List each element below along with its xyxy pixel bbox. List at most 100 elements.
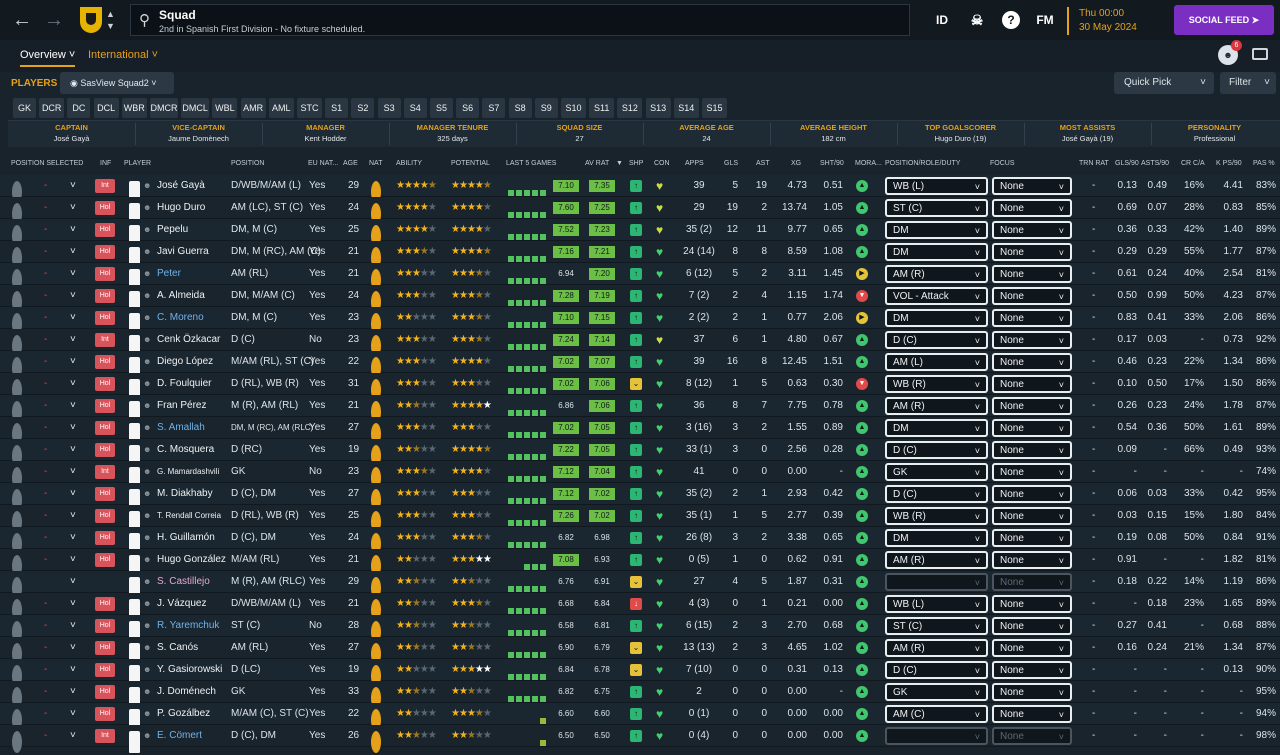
- club-switch-icon[interactable]: ▲ ▼: [106, 9, 115, 31]
- inf-badge[interactable]: Hol: [95, 663, 115, 677]
- col-position-selected[interactable]: POSITION SELECTED: [11, 160, 84, 167]
- filter-button[interactable]: Filter ˅: [1220, 72, 1276, 94]
- inf-badge[interactable]: Hol: [95, 707, 115, 721]
- chevron-down-icon[interactable]: ˅: [70, 620, 76, 631]
- player-name[interactable]: G. Mamardashvili: [157, 467, 220, 476]
- chevron-down-icon[interactable]: ˅: [70, 730, 76, 741]
- table-row[interactable]: - ˅ Hol ☻ J. Vázquez D/WB/M/AM (L) Yes 21 ★★★★★ ★…: [0, 593, 1280, 621]
- table-row[interactable]: - ˅ Hol ☻ T. Rendall Correia D (RL), WB (R) Ye…: [0, 505, 1280, 533]
- game-date[interactable]: Thu 00:00 30 May 2024: [1067, 7, 1137, 35]
- table-row[interactable]: - ˅ Hol ☻ J. Doménech GK Yes 33 ★★★★★ ★★★★★ 6.82 6.…: [0, 681, 1280, 709]
- position-selected[interactable]: -: [44, 466, 48, 477]
- role-duty-select[interactable]: DM ˅: [885, 243, 988, 261]
- position-filter-s7[interactable]: S7: [482, 98, 506, 118]
- inf-badge[interactable]: Hol: [95, 443, 115, 457]
- inf-badge[interactable]: Hol: [95, 487, 115, 501]
- table-row[interactable]: - ˅ Hol ☻ Fran Pérez M (R), AM (RL) Yes 21 ★★★★★…: [0, 395, 1280, 423]
- chevron-down-icon[interactable]: ˅: [70, 554, 76, 565]
- focus-select[interactable]: None ˅: [992, 705, 1072, 723]
- row-select-checkbox[interactable]: [12, 269, 22, 291]
- chevron-down-icon[interactable]: ˅: [70, 312, 76, 323]
- player-name[interactable]: Cenk Özkacar: [157, 334, 221, 345]
- player-name[interactable]: C. Mosquera: [157, 444, 215, 455]
- position-filter-stc[interactable]: STC: [297, 98, 322, 118]
- col-trn[interactable]: TRN RAT: [1079, 160, 1109, 167]
- chevron-down-icon[interactable]: ˅: [70, 576, 76, 587]
- position-selected[interactable]: -: [44, 598, 48, 609]
- position-selected[interactable]: -: [44, 686, 48, 697]
- row-select-checkbox[interactable]: [12, 423, 22, 445]
- position-filter-dmcl[interactable]: DMCL: [181, 98, 210, 118]
- role-duty-select[interactable]: GK ˅: [885, 683, 988, 701]
- info-value[interactable]: Hugo Duro (19): [934, 134, 987, 143]
- chevron-down-icon[interactable]: ˅: [70, 180, 76, 191]
- row-select-checkbox[interactable]: [12, 489, 22, 511]
- inf-badge[interactable]: Int: [95, 465, 115, 479]
- position-selected[interactable]: -: [44, 422, 48, 433]
- position-filter-s1[interactable]: S1: [325, 98, 349, 118]
- col-potential[interactable]: POTENTIAL: [451, 160, 490, 167]
- position-selected[interactable]: -: [44, 488, 48, 499]
- position-selected[interactable]: -: [44, 708, 48, 719]
- position-selected[interactable]: -: [44, 180, 48, 191]
- player-name[interactable]: Diego López: [157, 356, 214, 367]
- inf-badge[interactable]: Hol: [95, 289, 115, 303]
- info-value[interactable]: 27: [575, 134, 584, 143]
- player-name[interactable]: T. Rendall Correia: [157, 511, 222, 520]
- player-name[interactable]: Peter: [157, 268, 181, 279]
- inf-badge[interactable]: Hol: [95, 553, 115, 567]
- table-row[interactable]: - ˅ Hol ☻ Javi Guerra DM, M (RC), AM (C) Yes 21…: [0, 241, 1280, 269]
- position-selected[interactable]: -: [44, 532, 48, 543]
- role-duty-select[interactable]: ST (C) ˅: [885, 199, 988, 217]
- position-selected[interactable]: -: [44, 510, 48, 521]
- focus-select[interactable]: None ˅: [992, 463, 1072, 481]
- search-box[interactable]: ⚲ Squad 2nd in Spanish First Division - …: [130, 4, 910, 36]
- row-select-checkbox[interactable]: [12, 225, 22, 247]
- inf-badge[interactable]: Int: [95, 333, 115, 347]
- table-row[interactable]: - ˅ Hol ☻ C. Moreno DM, M (C) Yes 23 ★★★★★ ★★★★★ 7…: [0, 307, 1280, 335]
- player-name[interactable]: J. Doménech: [157, 686, 216, 697]
- inf-badge[interactable]: Hol: [95, 245, 115, 259]
- col-xg[interactable]: XG: [791, 160, 802, 167]
- focus-select[interactable]: None ˅: [992, 221, 1072, 239]
- position-filter-s5[interactable]: S5: [430, 98, 453, 118]
- social-feed-button[interactable]: SOCIAL FEED ➤: [1174, 5, 1274, 35]
- table-row[interactable]: - ˅ Hol ☻ S. Amallah DM, M (RC), AM (RLC) Yes 2…: [0, 417, 1280, 445]
- chevron-down-icon[interactable]: ˅: [70, 444, 76, 455]
- focus-select[interactable]: None ˅: [992, 375, 1072, 393]
- table-row[interactable]: - ˅ Hol ☻ R. Yaremchuk ST (C) No 28 ★★★★★ ★★★★★ 6.…: [0, 615, 1280, 643]
- player-name[interactable]: E. Cömert: [157, 730, 203, 741]
- table-row[interactable]: - ˅ Hol ☻ P. Gozálbez M/AM (C), ST (C) Yes 22 ★★…: [0, 703, 1280, 731]
- info-value[interactable]: Professional: [1193, 134, 1236, 143]
- quick-pick-button[interactable]: Quick Pick ˅: [1114, 72, 1214, 94]
- inf-badge[interactable]: Hol: [95, 399, 115, 413]
- col-focus[interactable]: FOCUS: [990, 160, 1015, 167]
- focus-select[interactable]: None ˅: [992, 177, 1072, 195]
- table-row[interactable]: - ˅ Hol ☻ Y. Gasiorowski D (LC) Yes 19 ★★★★★ ★★★★…: [0, 659, 1280, 687]
- col-avrat[interactable]: AV RAT: [585, 160, 610, 167]
- col-gls90[interactable]: GLS/90: [1115, 160, 1139, 167]
- info-value[interactable]: 325 days: [437, 134, 468, 143]
- focus-select[interactable]: None ˅: [992, 573, 1072, 591]
- focus-select[interactable]: None ˅: [992, 507, 1072, 525]
- position-filter-dmcr[interactable]: DMCR: [150, 98, 178, 118]
- info-value[interactable]: José Gayà: [53, 134, 90, 143]
- role-duty-select[interactable]: ST (C) ˅: [885, 617, 988, 635]
- row-select-checkbox[interactable]: [12, 357, 22, 379]
- info-value[interactable]: 182 cm: [821, 134, 846, 143]
- forward-arrow-icon[interactable]: →: [44, 9, 64, 31]
- chevron-down-icon[interactable]: ˅: [70, 334, 76, 345]
- position-filter-wbr[interactable]: WBR: [121, 98, 147, 118]
- player-name[interactable]: Y. Gasiorowski: [157, 664, 223, 675]
- position-selected[interactable]: -: [44, 356, 48, 367]
- focus-select[interactable]: None ˅: [992, 243, 1072, 261]
- inf-badge[interactable]: Hol: [95, 201, 115, 215]
- info-value[interactable]: Kent Hodder: [304, 134, 347, 143]
- row-select-checkbox[interactable]: [12, 555, 22, 577]
- focus-select[interactable]: None ˅: [992, 617, 1072, 635]
- chevron-down-icon[interactable]: ˅: [70, 202, 76, 213]
- role-duty-select[interactable]: DM ˅: [885, 221, 988, 239]
- back-arrow-icon[interactable]: ←: [12, 9, 32, 31]
- position-selected[interactable]: -: [44, 444, 48, 455]
- row-select-checkbox[interactable]: [12, 621, 22, 643]
